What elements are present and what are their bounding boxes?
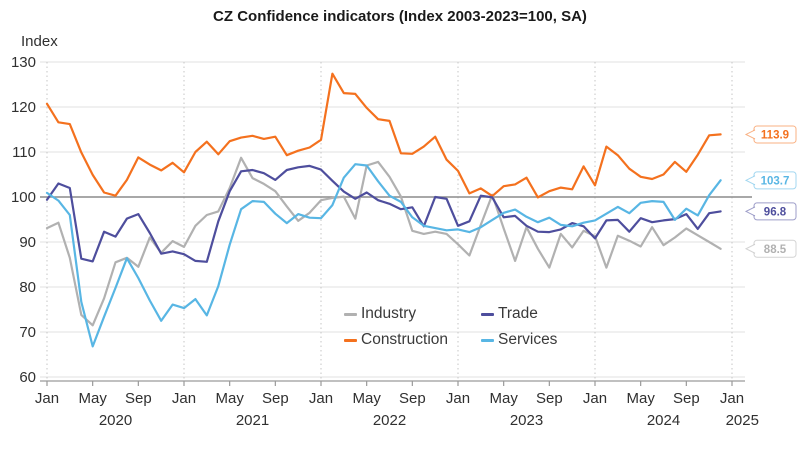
end-label-arrow-trade <box>744 206 756 217</box>
legend-dash-industry <box>344 312 357 316</box>
series-line-services <box>45 163 722 348</box>
x-tick-label: May <box>78 390 107 407</box>
x-year-label: 2020 <box>99 412 132 429</box>
x-tick-label: Sep <box>262 390 289 407</box>
end-label-arrow-construction <box>744 129 756 140</box>
legend-item-construction: Construction <box>344 331 481 349</box>
y-tick-label: 130 <box>11 54 36 71</box>
end-label-arrow-industry <box>744 243 756 254</box>
x-tick-label: Sep <box>536 390 563 407</box>
x-year-label: 2022 <box>373 412 406 429</box>
legend-item-industry: Industry <box>344 305 481 323</box>
x-tick-label: Sep <box>399 390 426 407</box>
y-tick-label: 70 <box>19 324 36 341</box>
legend-item-trade: Trade <box>481 305 557 323</box>
y-tick-label: 80 <box>19 279 36 296</box>
x-tick-label: Sep <box>125 390 152 407</box>
x-tick-label: Jan <box>172 390 196 407</box>
x-year-label: 2023 <box>510 412 543 429</box>
end-label-arrow-services <box>744 175 756 186</box>
x-tick-label: Sep <box>673 390 700 407</box>
x-year-label: 2024 <box>647 412 680 429</box>
x-tick-label: Jan <box>720 390 744 407</box>
x-year-label: 2021 <box>236 412 269 429</box>
legend-dash-trade <box>481 312 494 316</box>
legend-label-industry: Industry <box>361 305 417 322</box>
legend-item-services: Services <box>481 331 557 349</box>
end-label-value-trade: 96.8 <box>764 206 787 218</box>
y-axis-title: Index <box>21 33 58 50</box>
end-label-value-construction: 113.9 <box>761 129 789 141</box>
y-tick-label: 110 <box>12 144 36 161</box>
x-year-label: 2025 <box>726 412 759 429</box>
end-label-value-services: 103.7 <box>761 175 790 187</box>
x-tick-label: Jan <box>583 390 607 407</box>
x-tick-label: May <box>215 390 244 407</box>
series-line-construction <box>45 72 722 199</box>
series-line-trade <box>45 164 722 263</box>
legend-label-trade: Trade <box>498 305 538 322</box>
legend-label-services: Services <box>498 331 558 348</box>
y-tick-label: 60 <box>19 369 36 386</box>
x-tick-label: Jan <box>446 390 470 407</box>
x-tick-label: Jan <box>309 390 333 407</box>
y-tick-label: 120 <box>11 99 36 116</box>
legend-dash-construction <box>344 338 357 342</box>
legend-label-construction: Construction <box>361 331 449 348</box>
chart-title: CZ Confidence indicators (Index 2003-202… <box>213 8 587 25</box>
x-tick-label: Jan <box>35 390 59 407</box>
x-tick-label: May <box>626 390 655 407</box>
x-tick-label: May <box>489 390 518 407</box>
legend-dash-services <box>481 338 494 342</box>
x-tick-label: May <box>352 390 381 407</box>
y-tick-label: 90 <box>19 234 36 251</box>
y-tick-label: 100 <box>11 189 36 206</box>
legend: Industry Trade Construction Services <box>344 301 557 353</box>
end-label-value-industry: 88.5 <box>764 244 787 256</box>
